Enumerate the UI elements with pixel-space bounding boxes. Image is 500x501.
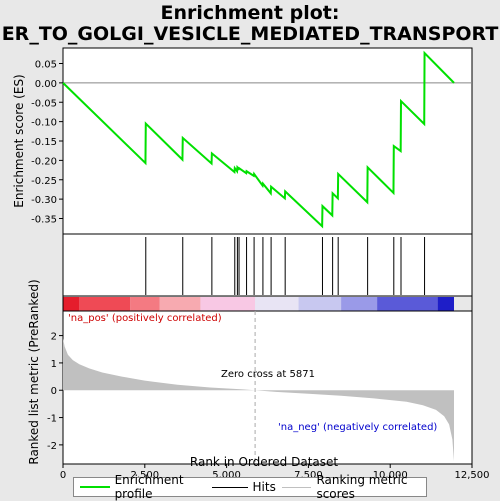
- band-segment: [130, 297, 159, 311]
- es-ytick-label: -0.05: [31, 98, 57, 109]
- band-segment: [200, 297, 255, 311]
- metric-ytick-label: 1: [51, 359, 57, 370]
- hit-panel: [63, 234, 472, 296]
- pos-corr-label: 'na_pos' (positively correlated): [68, 313, 222, 324]
- es-ylabel: Enrichment score (ES): [12, 74, 26, 207]
- band-segment: [63, 297, 79, 311]
- band-segment: [377, 297, 438, 311]
- xlabel: Rank in Ordered Dataset: [190, 455, 338, 469]
- es-ytick-label: -0.35: [31, 215, 57, 226]
- band-segment: [299, 297, 342, 311]
- metric-ytick-label: 2: [51, 332, 57, 343]
- es-ytick-label: 0.00: [35, 79, 57, 90]
- metric-ylabel: Ranked list metric (PreRanked): [27, 279, 41, 464]
- legend-enrichment-swatch: [80, 486, 110, 488]
- metric-ytick-label: -1: [47, 414, 57, 425]
- band-segment: [438, 297, 454, 311]
- es-ytick-label: -0.15: [31, 137, 57, 148]
- metric-ytick-label: 0: [51, 386, 57, 397]
- rank-color-band: [63, 297, 454, 311]
- legend-hits-swatch: [212, 487, 248, 488]
- zero-cross-label: Zero cross at 5871: [221, 369, 315, 380]
- band-segment: [255, 297, 298, 311]
- legend-ranking: Ranking metric scores: [282, 473, 426, 501]
- band-segment: [160, 297, 201, 311]
- legend-enrichment-label: Enrichment profile: [115, 473, 206, 501]
- band-segment: [341, 297, 377, 311]
- xtick-label: 0: [60, 470, 66, 481]
- es-ytick-label: 0.05: [35, 60, 57, 71]
- legend-ranking-label: Ranking metric scores: [316, 473, 426, 501]
- es-ytick-label: -0.20: [31, 156, 57, 167]
- legend: Enrichment profile Hits Ranking metric s…: [73, 477, 427, 497]
- es-ytick-label: -0.30: [31, 195, 57, 206]
- metric-ytick-label: -2: [47, 441, 57, 452]
- xtick-label: 12,500: [455, 470, 490, 481]
- legend-enrichment: Enrichment profile: [80, 473, 206, 501]
- es-panel: [63, 48, 472, 234]
- es-ytick-label: -0.10: [31, 118, 57, 129]
- neg-corr-label: 'na_neg' (negatively correlated): [278, 422, 437, 433]
- legend-ranking-swatch: [282, 487, 312, 488]
- legend-hits: Hits: [212, 480, 276, 494]
- es-ytick-label: -0.25: [31, 176, 57, 187]
- legend-hits-label: Hits: [253, 480, 276, 494]
- band-segment: [79, 297, 130, 311]
